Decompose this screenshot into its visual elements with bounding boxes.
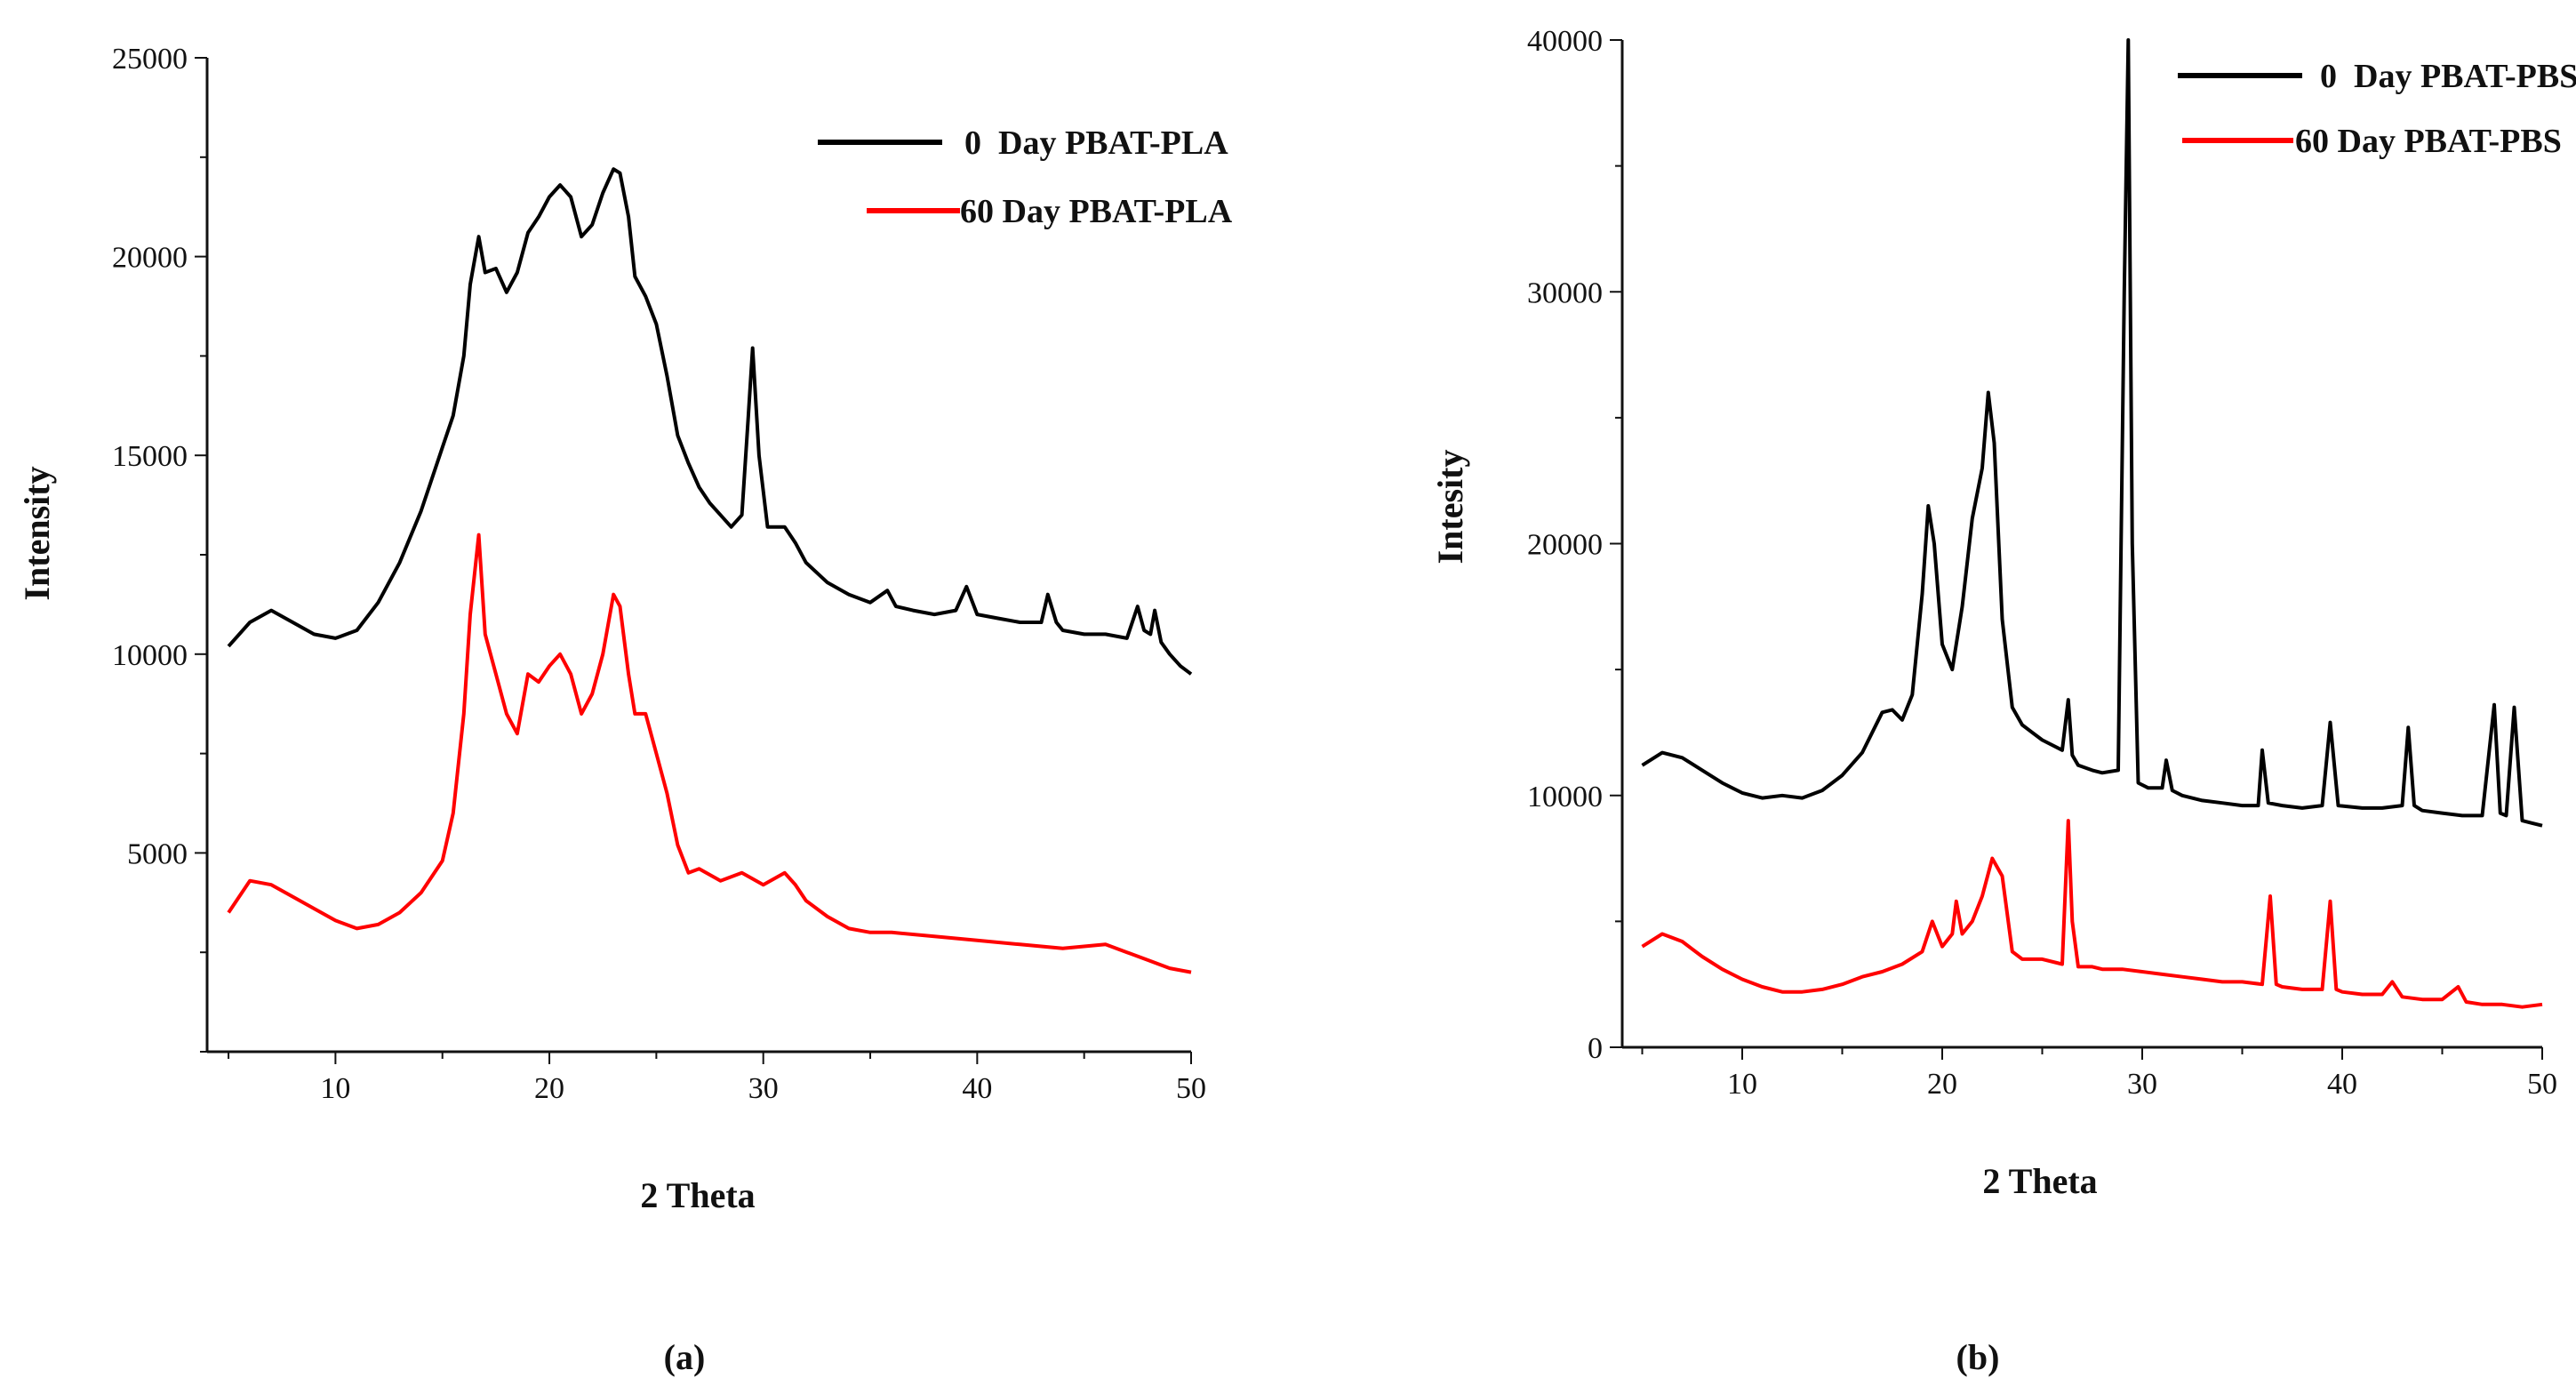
x-axis-label-a: 2 Theta bbox=[640, 1175, 755, 1215]
panel-label-b: (b) bbox=[1956, 1337, 2000, 1377]
series-line-60-day-pbat-pla bbox=[227, 533, 1192, 974]
x-tick-label: 50 bbox=[1176, 1072, 1206, 1105]
panel-label-a: (a) bbox=[664, 1337, 706, 1377]
x-axis-label-b: 2 Theta bbox=[1982, 1161, 2097, 1201]
x-ticks-b: 10 20 30 40 50 bbox=[1641, 1047, 2557, 1101]
legend-label-60-day-pbat-pbs: 60 Day PBAT-PBS bbox=[2295, 123, 2562, 160]
series-line-60-day-pbat-pbs bbox=[1641, 819, 2543, 1009]
y-axis-label-b: Intesity bbox=[1430, 450, 1470, 565]
x-tick-label: 30 bbox=[2127, 1068, 2157, 1101]
x-tick-label: 30 bbox=[748, 1072, 779, 1105]
y-ticks-a: 5000 10000 15000 20000 25000 bbox=[112, 43, 207, 1053]
series-line-0-day-pbat-pbs bbox=[1641, 38, 2543, 828]
plot-area-b: 0 10000 20000 30000 40000 10 20 30 40 50 bbox=[1527, 25, 2557, 1101]
x-tick-label: 10 bbox=[1727, 1068, 1757, 1101]
y-tick-label: 10000 bbox=[1527, 781, 1603, 813]
x-tick-label: 50 bbox=[2527, 1068, 2557, 1101]
y-tick-label: 5000 bbox=[127, 837, 188, 870]
x-tick-label: 40 bbox=[962, 1072, 992, 1105]
y-tick-label: 25000 bbox=[112, 43, 188, 76]
x-tick-label: 40 bbox=[2327, 1068, 2357, 1101]
x-tick-label: 20 bbox=[1927, 1068, 1957, 1101]
legend-b: 0 Day PBAT-PBS 60 Day PBAT-PBS bbox=[2178, 58, 2576, 160]
x-tick-label: 20 bbox=[534, 1072, 564, 1105]
y-tick-label: 15000 bbox=[112, 440, 188, 473]
y-tick-label: 20000 bbox=[1527, 529, 1603, 562]
chart-panel-b: 0 10000 20000 30000 40000 10 20 30 40 50 Intesit… bbox=[1430, 25, 2576, 1377]
series-group-a bbox=[227, 167, 1193, 974]
y-tick-label: 30000 bbox=[1527, 276, 1603, 309]
legend-a: 0 Day PBAT-PLA 60 Day PBAT-PLA bbox=[818, 124, 1233, 230]
legend-label-60-day-pbat-pla: 60 Day PBAT-PLA bbox=[960, 193, 1233, 230]
legend-label-0-day-pbat-pbs: 0 Day PBAT-PBS bbox=[2320, 58, 2576, 95]
plot-area-a: 5000 10000 15000 20000 25000 10 20 30 40 50 bbox=[112, 43, 1206, 1105]
series-group-b bbox=[1641, 38, 2543, 1009]
y-axis-label-a: Intensity bbox=[17, 466, 57, 600]
y-tick-label: 10000 bbox=[112, 639, 188, 672]
legend-label-0-day-pbat-pla: 0 Day PBAT-PLA bbox=[964, 124, 1228, 162]
y-tick-label: 0 bbox=[1588, 1032, 1603, 1065]
y-tick-label: 20000 bbox=[112, 242, 188, 275]
x-tick-label: 10 bbox=[320, 1072, 350, 1105]
y-ticks-b: 0 10000 20000 30000 40000 bbox=[1527, 25, 1622, 1065]
y-tick-label: 40000 bbox=[1527, 25, 1603, 58]
chart-panel-a: 5000 10000 15000 20000 25000 10 20 30 40 50 Inte… bbox=[17, 43, 1233, 1377]
series-line-0-day-pbat-pla bbox=[227, 167, 1193, 676]
x-ticks-a: 10 20 30 40 50 bbox=[228, 1052, 1206, 1105]
